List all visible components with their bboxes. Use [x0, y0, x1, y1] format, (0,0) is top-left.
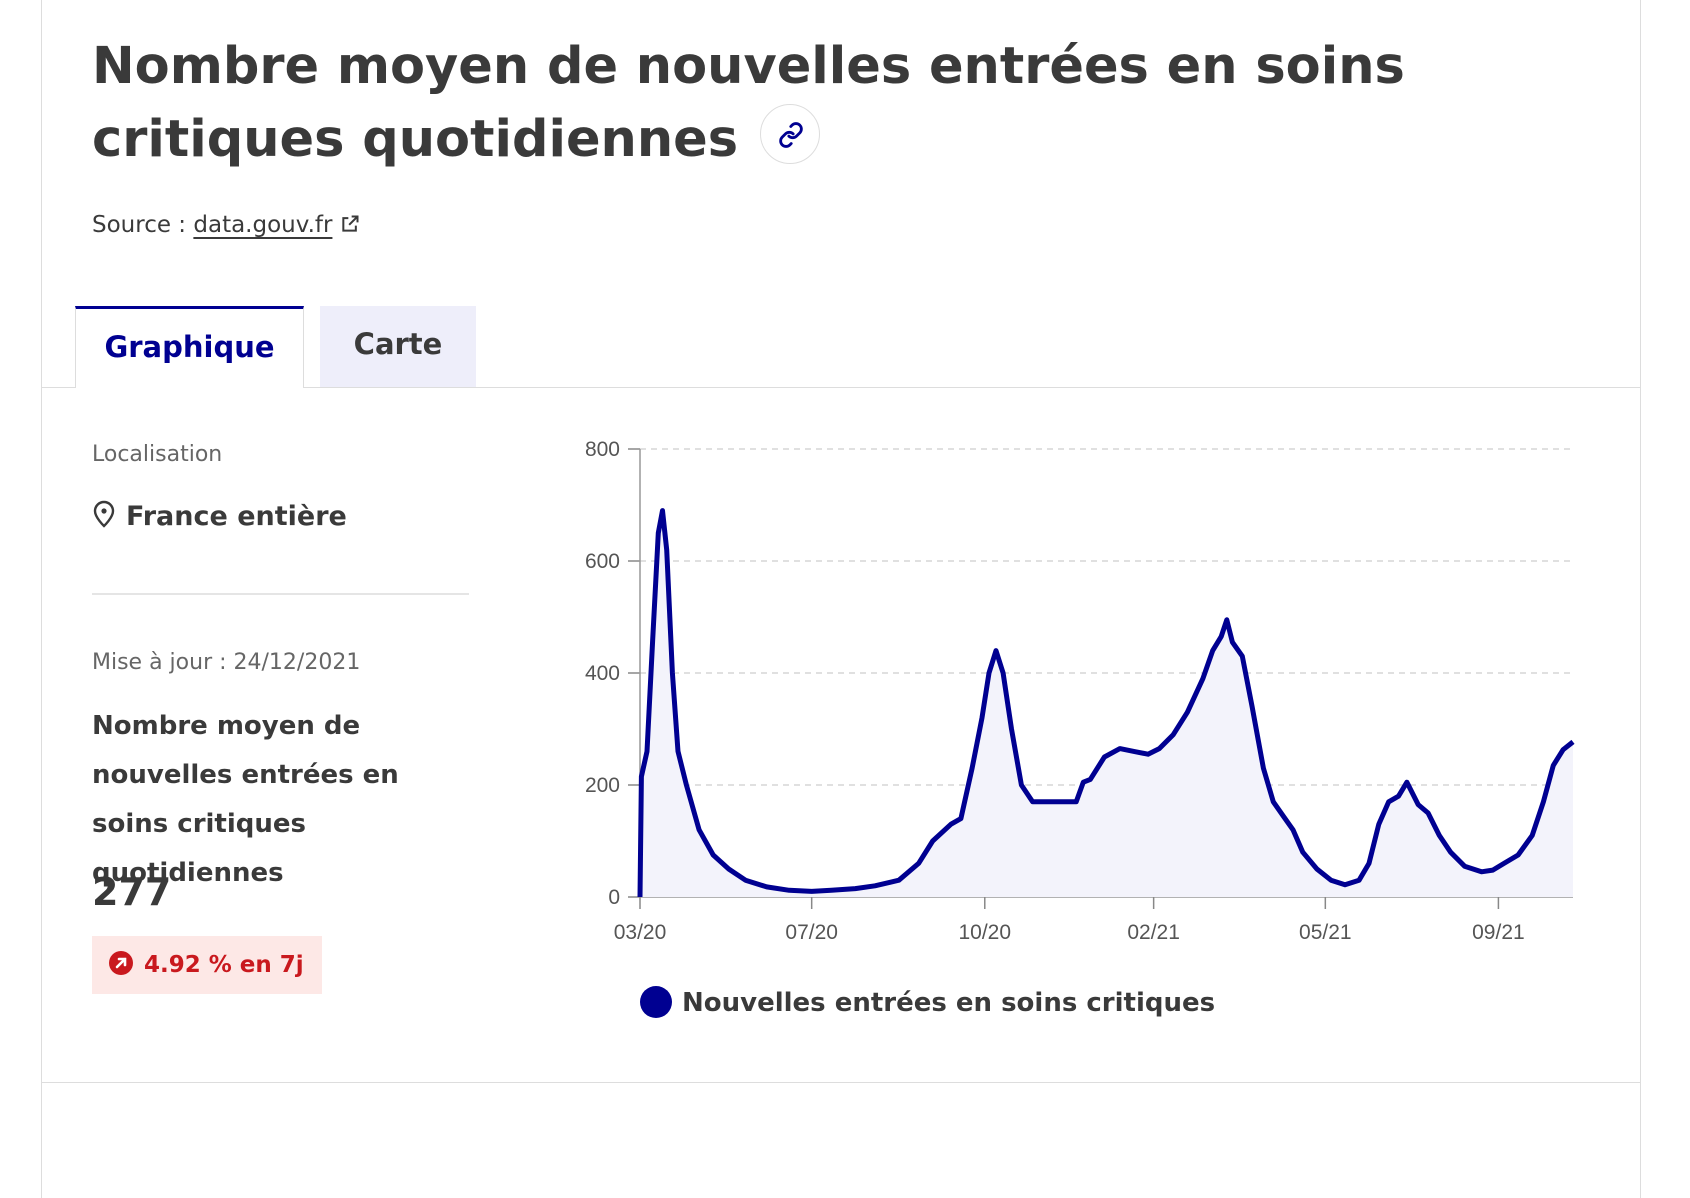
map-pin-icon	[93, 500, 115, 528]
card-bottom-divider	[41, 1082, 1641, 1083]
source-line: Source : data.gouv.fr	[92, 212, 360, 238]
y-axis: 0 200 400 600 800	[585, 438, 641, 909]
indicator-card	[41, 0, 1641, 1198]
tab-graphique[interactable]: Graphique	[75, 306, 304, 388]
tabs-divider	[41, 387, 1641, 388]
series-area	[640, 510, 1573, 897]
y-tick-label: 800	[585, 438, 620, 461]
chart-grid	[640, 448, 1573, 786]
x-tick-label: 05/21	[1299, 921, 1352, 944]
x-axis: 03/20 07/20 10/20 02/21 05/21 09/21	[614, 896, 1573, 944]
arrow-up-right-icon	[109, 951, 133, 975]
evolution-text: 4.92 % en 7j	[144, 952, 304, 978]
y-tick-label: 400	[585, 662, 620, 685]
sidebar-divider	[92, 593, 469, 595]
indicator-value: 277	[92, 870, 172, 914]
series-line	[637, 508, 1575, 898]
x-tick-label: 09/21	[1472, 921, 1525, 944]
location-label: Localisation	[92, 442, 223, 467]
source-prefix: Source :	[92, 212, 194, 238]
legend-swatch	[640, 986, 672, 1018]
y-tick-label: 200	[585, 774, 620, 797]
x-tick-label: 02/21	[1127, 921, 1180, 944]
x-tick-label: 10/20	[958, 921, 1011, 944]
x-tick-label: 07/20	[785, 921, 838, 944]
y-tick-label: 600	[585, 550, 620, 573]
legend-label: Nouvelles entrées en soins critiques	[682, 988, 1216, 1018]
y-tick-label: 0	[608, 886, 620, 909]
location-selector[interactable]: France entière	[92, 500, 347, 532]
page-title-text: Nombre moyen de nouvelles entrées en soi…	[92, 37, 1405, 169]
external-link-icon	[342, 215, 359, 232]
x-tick-label: 03/20	[614, 921, 667, 944]
source-link-label: data.gouv.fr	[193, 212, 333, 238]
update-date: Mise à jour : 24/12/2021	[92, 650, 361, 675]
page-title: Nombre moyen de nouvelles entrées en soi…	[92, 30, 1612, 176]
chart-legend: Nouvelles entrées en soins critiques	[640, 986, 1215, 1018]
indicator-title: Nombre moyen de nouvelles entrées en soi…	[92, 711, 399, 888]
location-value: France entière	[126, 501, 347, 532]
tab-carte[interactable]: Carte	[320, 306, 476, 388]
copy-link-button[interactable]	[760, 104, 821, 164]
link-icon	[779, 122, 803, 148]
source-link[interactable]: data.gouv.fr	[193, 212, 360, 238]
evolution-badge: 4.92 % en 7j	[92, 936, 322, 994]
